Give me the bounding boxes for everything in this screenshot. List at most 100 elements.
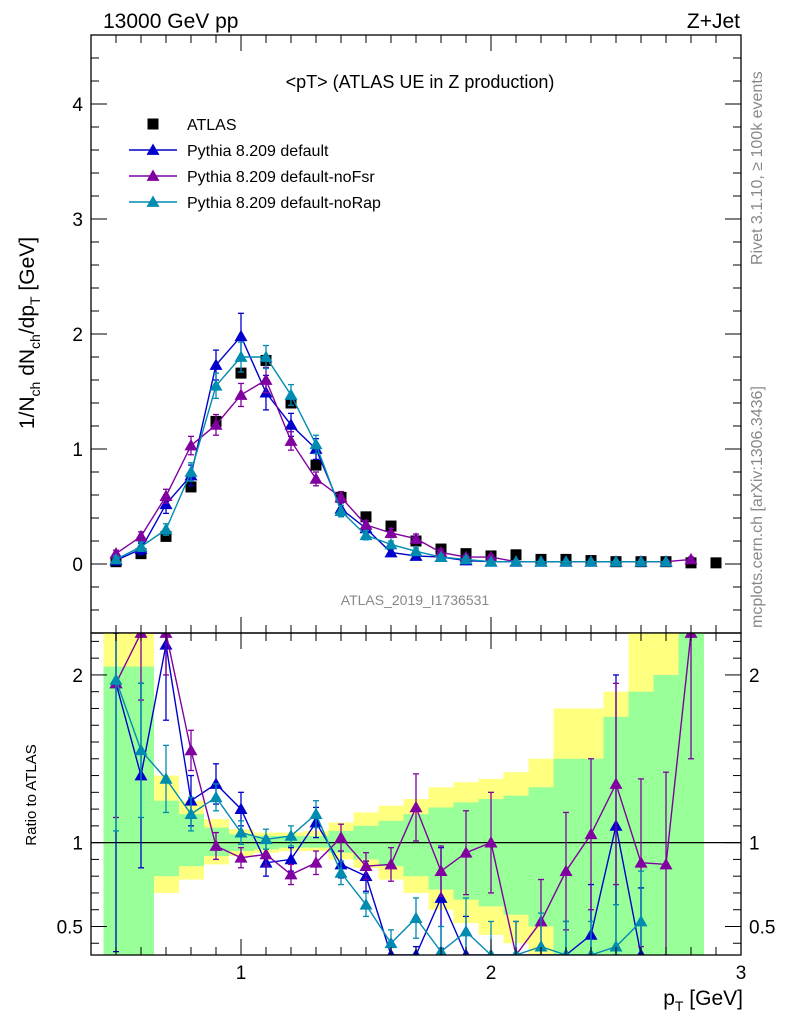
ratio-point xyxy=(284,829,298,841)
data-point xyxy=(384,526,398,538)
ratio-point xyxy=(209,777,223,789)
ratio-y-axis-label: Ratio to ATLAS xyxy=(23,744,40,845)
data-point xyxy=(459,552,473,565)
ratio-point xyxy=(234,851,248,863)
data-point xyxy=(509,555,523,567)
data-point xyxy=(284,418,298,430)
legend-marker xyxy=(147,118,159,130)
ratio-point xyxy=(234,802,248,814)
data-point xyxy=(309,437,323,450)
data-point xyxy=(684,552,698,565)
x-tick-label: 3 xyxy=(736,963,747,984)
x-axis-label: pT [GeV] xyxy=(663,987,743,1014)
y-tick-label: 2 xyxy=(72,325,83,346)
ratio-series-line xyxy=(115,633,692,955)
data-point xyxy=(609,555,623,567)
data-point xyxy=(284,388,298,400)
ratio-point xyxy=(609,940,623,952)
data-point xyxy=(159,489,173,502)
data-point xyxy=(359,518,373,530)
data-point xyxy=(209,358,223,370)
data-point xyxy=(334,490,348,503)
ratio-point xyxy=(334,831,348,843)
y-tick-label: 0 xyxy=(72,555,83,576)
legend-label: ATLAS xyxy=(187,117,237,134)
legend-label: Pythia 8.209 default-noFsr xyxy=(187,169,375,186)
ratio-point xyxy=(584,827,598,840)
data-point xyxy=(409,532,423,544)
data-point xyxy=(234,388,248,400)
ratio-point xyxy=(234,826,248,838)
legend: ATLAS Pythia 8.209 default Pythia 8.209 de… xyxy=(129,117,381,212)
analysis-label: ATLAS_2019_I1736531 xyxy=(341,592,490,608)
data-point xyxy=(284,434,298,446)
x-tick-label: 2 xyxy=(486,963,497,984)
ratio-y-tick-label: 2 xyxy=(72,666,83,687)
ratio-point xyxy=(259,847,273,860)
data-point xyxy=(359,528,373,541)
ratio-point xyxy=(109,673,123,685)
ratio-point xyxy=(284,852,298,865)
energy-label: 13000 GeV pp xyxy=(103,10,238,33)
ratio-point xyxy=(309,807,323,819)
data-point xyxy=(484,555,498,567)
data-point xyxy=(434,550,448,562)
legend-entry: Pythia 8.209 default-noFsr xyxy=(129,169,375,186)
ratio-point xyxy=(409,800,423,813)
data-point xyxy=(235,367,247,379)
rivet-label: Rivet 3.1.10, ≥ 100k events xyxy=(749,71,766,265)
ratio-point xyxy=(459,925,473,937)
data-point xyxy=(409,544,423,557)
data-point xyxy=(384,537,398,550)
ratio-y-tick-label: 1 xyxy=(72,834,83,855)
ratio-y-tick-label: 0.5 xyxy=(57,917,83,938)
legend-entry: Pythia 8.209 default xyxy=(129,143,329,160)
data-point xyxy=(309,472,323,484)
y-tick-label: 3 xyxy=(72,210,83,231)
ratio-point xyxy=(434,891,448,903)
data-point xyxy=(659,555,673,567)
legend-entry: Pythia 8.209 default-noRap xyxy=(129,195,381,212)
data-point xyxy=(710,557,722,569)
ratio-point xyxy=(159,772,173,784)
legend-label: Pythia 8.209 default-noRap xyxy=(187,195,381,212)
legend-marker xyxy=(146,195,160,207)
ratio-y-tick-label-right: 0.5 xyxy=(749,917,775,938)
main-series-3 xyxy=(109,341,673,567)
ratio-green-band xyxy=(503,795,529,915)
ratio-green-band xyxy=(303,835,329,848)
data-point xyxy=(185,481,197,493)
ratio-point xyxy=(209,839,223,851)
main-y-axis-label: 1/Nch dNch/dpT [GeV] xyxy=(16,237,43,429)
data-point xyxy=(109,547,123,559)
ratio-point xyxy=(459,846,473,858)
ratio-point xyxy=(284,868,298,880)
data-point xyxy=(384,546,398,558)
data-point xyxy=(184,465,198,477)
ratio-point xyxy=(434,864,448,877)
x-tick-label: 1 xyxy=(236,963,247,984)
data-point xyxy=(534,555,548,567)
data-point xyxy=(634,555,648,567)
data-point xyxy=(259,373,273,385)
legend-marker xyxy=(146,143,160,155)
data-point xyxy=(234,350,248,362)
legend-label: Pythia 8.209 default xyxy=(187,143,329,160)
ratio-point xyxy=(634,914,648,927)
ratio-point xyxy=(359,898,373,910)
legend-marker xyxy=(146,169,160,181)
legend-entry: ATLAS xyxy=(147,117,237,134)
ratio-point xyxy=(409,911,423,923)
ratio-point xyxy=(609,777,623,789)
ratio-series-line xyxy=(115,679,642,955)
ratio-point xyxy=(334,866,348,878)
data-point xyxy=(209,418,223,430)
data-point xyxy=(259,350,273,362)
process-label: Z+Jet xyxy=(687,10,740,33)
ratio-point xyxy=(134,743,148,756)
ratio-y-tick-label-right: 1 xyxy=(749,834,760,855)
data-point xyxy=(584,555,598,567)
ratio-point xyxy=(534,940,548,952)
ratio-point xyxy=(559,864,573,877)
